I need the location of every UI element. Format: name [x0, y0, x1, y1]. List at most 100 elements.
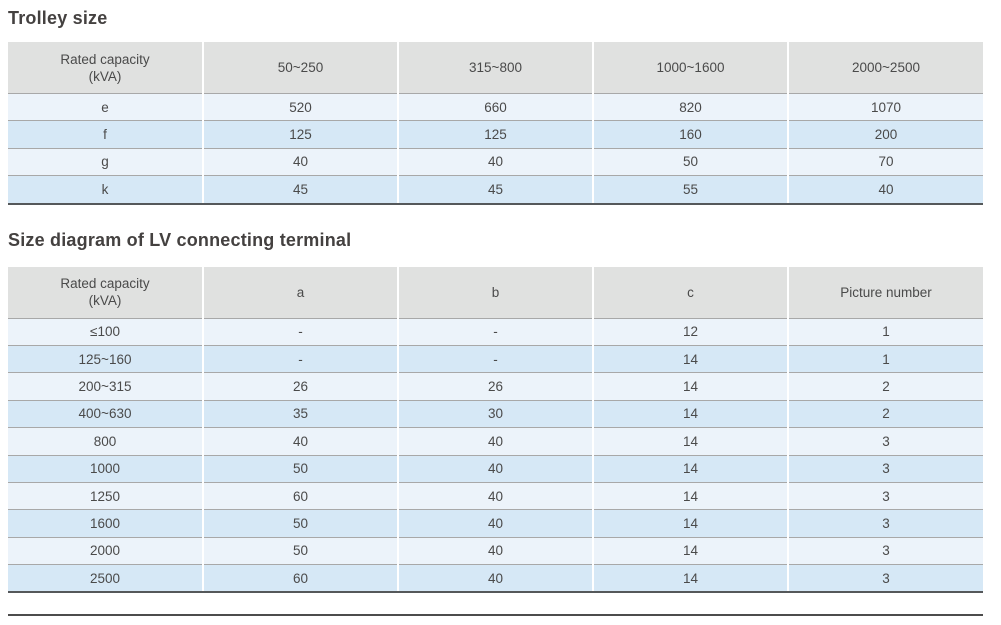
- column-header: b: [398, 266, 594, 319]
- table-row: 1600 50 40 14 3: [8, 509, 983, 538]
- value-cell: 14: [593, 345, 789, 374]
- row-label-cell: 1250: [8, 482, 204, 511]
- value-cell: 40: [203, 148, 399, 177]
- table-row: 400~630 35 30 14 2: [8, 400, 983, 429]
- value-cell: 3: [788, 427, 983, 456]
- value-cell: 3: [788, 482, 983, 511]
- column-header: 1000~1600: [593, 42, 789, 94]
- value-cell: 14: [593, 509, 789, 538]
- lv-terminal-title: Size diagram of LV connecting terminal: [8, 229, 352, 250]
- value-cell: 40: [398, 509, 594, 538]
- value-cell: 40: [203, 427, 399, 456]
- column-header: a: [203, 266, 399, 319]
- value-cell: 40: [788, 175, 983, 205]
- value-cell: 1: [788, 318, 983, 346]
- value-cell: 14: [593, 482, 789, 511]
- value-cell: 12: [593, 318, 789, 346]
- table-row: g 40 40 50 70: [8, 148, 983, 177]
- value-cell: 200: [788, 120, 983, 149]
- row-label-cell: 1000: [8, 455, 204, 483]
- value-cell: 40: [398, 148, 594, 177]
- trolley-size-table: Rated capacity (kVA) 50~250 315~800 1000~16…: [8, 42, 983, 205]
- row-label-cell: f: [8, 120, 204, 149]
- value-cell: 3: [788, 509, 983, 538]
- value-cell: 14: [593, 564, 789, 594]
- value-cell: 14: [593, 427, 789, 456]
- value-cell: 35: [203, 400, 399, 429]
- value-cell: 40: [398, 537, 594, 566]
- table-row: f 125 125 160 200: [8, 120, 983, 149]
- table-row: 800 40 40 14 3: [8, 427, 983, 456]
- value-cell: 60: [203, 482, 399, 511]
- value-cell: 30: [398, 400, 594, 429]
- table-row: 2500 60 40 14 3: [8, 564, 983, 594]
- table-row: e 520 660 820 1070: [8, 93, 983, 122]
- row-label-cell: 800: [8, 427, 204, 456]
- value-cell: 50: [203, 455, 399, 483]
- value-cell: 40: [398, 455, 594, 483]
- value-cell: -: [398, 318, 594, 346]
- table-row: 1000 50 40 14 3: [8, 455, 983, 483]
- column-header: 2000~2500: [788, 42, 983, 94]
- header-row: Rated capacity (kVA) a b c Picture number: [8, 266, 983, 319]
- trolley-size-title: Trolley size: [8, 8, 108, 28]
- row-label-cell: 1600: [8, 509, 204, 538]
- value-cell: 40: [398, 427, 594, 456]
- row-label-cell: 2000: [8, 537, 204, 566]
- value-cell: 26: [203, 372, 399, 401]
- header-row: Rated capacity (kVA) 50~250 315~800 1000~16…: [8, 42, 983, 94]
- value-cell: 160: [593, 120, 789, 149]
- value-cell: -: [203, 318, 399, 346]
- row-label-cell: 200~315: [8, 372, 204, 401]
- value-cell: 3: [788, 564, 983, 594]
- table-row: k 45 45 55 40: [8, 175, 983, 205]
- lv-terminal-table: Rated capacity (kVA) a b c Picture number ≤10…: [8, 266, 983, 594]
- value-cell: 3: [788, 455, 983, 483]
- value-cell: 45: [398, 175, 594, 205]
- table-row: 200~315 26 26 14 2: [8, 372, 983, 401]
- column-header: Picture number: [788, 266, 983, 319]
- table-row: ≤100- -12 1: [8, 318, 983, 346]
- value-cell: 70: [788, 148, 983, 177]
- value-cell: 50: [203, 509, 399, 538]
- value-cell: 50: [593, 148, 789, 177]
- value-cell: 14: [593, 400, 789, 429]
- value-cell: 45: [203, 175, 399, 205]
- row-label-cell: 2500: [8, 564, 204, 594]
- table-row: 1250 60 40 14 3: [8, 482, 983, 511]
- value-cell: 125: [203, 120, 399, 149]
- value-cell: 50: [203, 537, 399, 566]
- row-label-cell: k: [8, 175, 204, 205]
- value-cell: 1: [788, 345, 983, 374]
- column-header: c: [593, 266, 789, 319]
- value-cell: 55: [593, 175, 789, 205]
- value-cell: 520: [203, 93, 399, 122]
- value-cell: 660: [398, 93, 594, 122]
- value-cell: 14: [593, 372, 789, 401]
- row-label-cell: 125~160: [8, 345, 204, 374]
- bottom-divider: [8, 614, 983, 617]
- value-cell: 60: [203, 564, 399, 594]
- column-header: 50~250: [203, 42, 399, 94]
- value-cell: 14: [593, 537, 789, 566]
- row-label-cell: ≤100: [8, 318, 204, 346]
- value-cell: 125: [398, 120, 594, 149]
- value-cell: 40: [398, 564, 594, 594]
- value-cell: 2: [788, 400, 983, 429]
- column-header: 315~800: [398, 42, 594, 94]
- value-cell: 40: [398, 482, 594, 511]
- column-header: Rated capacity (kVA): [8, 266, 204, 319]
- table-row: 125~160- -14 1: [8, 345, 983, 374]
- value-cell: 3: [788, 537, 983, 566]
- value-cell: 2: [788, 372, 983, 401]
- value-cell: 14: [593, 455, 789, 483]
- table-row: 2000 50 40 14 3: [8, 537, 983, 566]
- value-cell: 820: [593, 93, 789, 122]
- column-header: Rated capacity (kVA): [8, 42, 204, 94]
- value-cell: 1070: [788, 93, 983, 122]
- row-label-cell: 400~630: [8, 400, 204, 429]
- value-cell: -: [398, 345, 594, 374]
- value-cell: 26: [398, 372, 594, 401]
- value-cell: -: [203, 345, 399, 374]
